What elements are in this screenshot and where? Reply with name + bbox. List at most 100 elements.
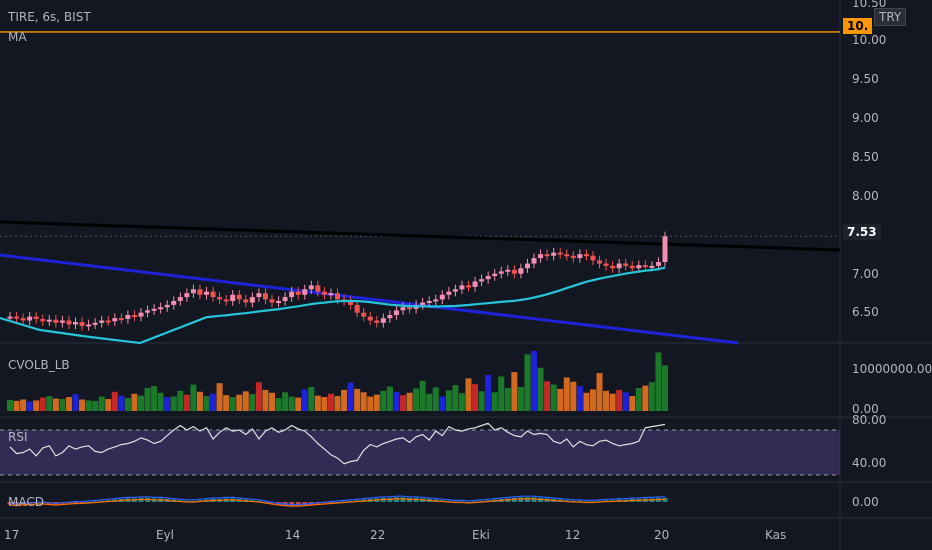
volume-bar xyxy=(183,394,190,411)
volume-bar xyxy=(347,382,354,411)
rsi-tick: 80.00 xyxy=(852,413,887,427)
candle-body xyxy=(204,291,209,295)
volume-bar xyxy=(157,392,164,411)
candle-body xyxy=(184,293,190,298)
price-tick: 10.50 xyxy=(852,0,887,10)
volume-bar xyxy=(589,389,596,411)
candle-body xyxy=(642,265,648,268)
macd-bar xyxy=(328,502,334,503)
candle-body xyxy=(20,318,26,321)
volume-bar xyxy=(20,399,27,411)
volume-bar xyxy=(105,399,112,411)
volume-bar xyxy=(452,385,459,411)
volume-bar xyxy=(596,373,603,411)
candle-body xyxy=(73,322,78,325)
volume-bar xyxy=(190,384,197,411)
volume-bar xyxy=(576,386,583,411)
volume-bar xyxy=(478,391,485,411)
candle-body xyxy=(557,252,563,255)
volume-bar xyxy=(13,400,20,411)
volume-bar xyxy=(531,351,537,411)
volume-bar xyxy=(563,377,570,411)
volume-bar xyxy=(629,396,636,411)
candle-body xyxy=(551,252,557,256)
price-tick: 8.00 xyxy=(852,189,879,203)
candle-body xyxy=(289,291,295,298)
macd-pane-title[interactable]: MACD xyxy=(8,495,44,509)
candle-body xyxy=(131,315,137,318)
volume-bar xyxy=(465,378,472,411)
candle-body xyxy=(367,316,373,321)
candle-body xyxy=(538,254,544,259)
ma-polyline xyxy=(0,266,666,345)
volume-bar xyxy=(445,390,452,411)
candle-body xyxy=(92,322,98,325)
volume-bar xyxy=(26,401,33,411)
macd-bar xyxy=(79,502,85,503)
currency-badge[interactable]: TRY xyxy=(874,8,907,26)
candle-body xyxy=(46,319,52,322)
time-tick: 22 xyxy=(370,528,386,542)
candle-body xyxy=(33,316,39,319)
volume-bar xyxy=(262,389,269,411)
volume-bar xyxy=(517,387,524,411)
volume-bar xyxy=(65,397,72,411)
symbol-title[interactable]: TIRE, 6s, BIST xyxy=(8,10,91,24)
candle-body xyxy=(505,269,511,272)
rsi-polyline xyxy=(9,422,666,465)
candle-body xyxy=(125,315,131,319)
candle-body xyxy=(459,285,465,290)
volume-bar xyxy=(170,396,177,411)
volume-bar xyxy=(210,393,217,411)
candle-body xyxy=(145,310,151,313)
macd-bar xyxy=(295,502,301,506)
candle-body xyxy=(190,289,196,294)
candle-body xyxy=(380,318,386,323)
volume-bar xyxy=(550,384,557,411)
volume-bar xyxy=(39,397,46,411)
volume-bar xyxy=(603,390,610,411)
candle-body xyxy=(623,263,629,266)
candle-body xyxy=(328,293,334,296)
candle-body xyxy=(118,318,124,321)
candle-body xyxy=(629,265,635,269)
candle-body xyxy=(426,301,432,303)
rsi-pane-title[interactable]: RSI xyxy=(8,430,28,444)
volume-bar xyxy=(439,396,446,411)
volume-bar xyxy=(308,387,315,411)
volume-pane-title[interactable]: CVOLB_LB xyxy=(8,358,70,372)
candle-body xyxy=(164,304,170,308)
candle-body xyxy=(590,255,596,261)
ma-indicator-label[interactable]: MA xyxy=(8,30,27,44)
candle-body xyxy=(518,268,524,274)
macd-histogram xyxy=(7,495,668,507)
volume-bar xyxy=(616,389,623,411)
volume-bar xyxy=(386,386,393,411)
volume-bar xyxy=(583,392,590,411)
volume-bar xyxy=(164,397,171,411)
volume-bar xyxy=(360,392,367,411)
macd-bar xyxy=(7,502,13,505)
candle-body xyxy=(531,258,537,264)
candle-body xyxy=(479,279,485,282)
candle-body xyxy=(433,299,439,302)
candle-body xyxy=(171,301,177,305)
candle-body xyxy=(40,318,46,322)
candle-body xyxy=(603,263,609,266)
volume-bar xyxy=(138,395,144,411)
volume-bar xyxy=(334,396,341,411)
candle-body xyxy=(269,299,275,303)
candle-body xyxy=(583,254,589,257)
volume-bar xyxy=(504,387,511,411)
candle-body xyxy=(210,291,216,298)
volume-tick: 10000000.00 xyxy=(852,362,932,376)
candle-body xyxy=(14,316,20,319)
candle-body xyxy=(452,289,458,292)
macd-bar xyxy=(393,497,399,502)
macd-bar xyxy=(524,497,530,502)
volume-bar xyxy=(301,389,308,411)
price-tick: 9.00 xyxy=(852,111,879,125)
candle-body xyxy=(348,301,354,305)
volume-bar xyxy=(511,372,518,411)
